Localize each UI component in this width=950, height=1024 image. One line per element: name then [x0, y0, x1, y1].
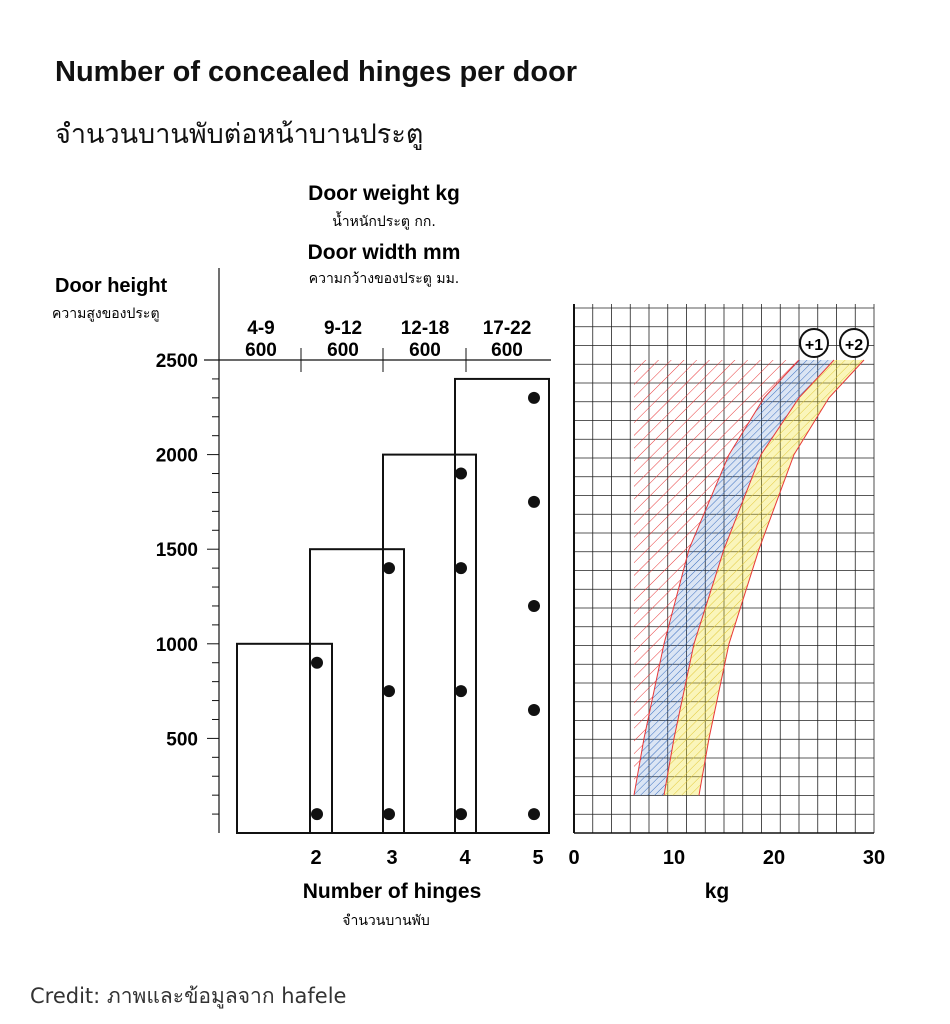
chart-subtitle: จำนวนบานพับต่อหน้าบานประตู — [55, 119, 424, 150]
weight-x-tick-label: 10 — [663, 847, 685, 869]
weight-chart: +1 +2 0 10 20 30 — [568, 304, 885, 869]
door-outline — [309, 548, 405, 834]
column-weight-label: 17-22 — [483, 318, 532, 339]
door-outline — [454, 377, 550, 834]
column-width-label: 600 — [491, 340, 523, 361]
hinge-dot — [528, 808, 540, 821]
weight-x-tick-label: 20 — [763, 847, 785, 869]
hinge-dot — [528, 495, 540, 508]
band-label-circle — [839, 328, 869, 358]
column-width-label: 600 — [327, 340, 359, 361]
base-zone — [634, 360, 799, 796]
x-tick-label: 4 — [459, 847, 471, 869]
door-outline — [236, 642, 333, 834]
plus2-zone — [664, 360, 864, 796]
hinge-dot — [455, 685, 467, 698]
x-axis-label-thai: จำนวนบานพับ — [342, 913, 430, 929]
column-weight-label: 12-18 — [401, 318, 450, 339]
chart-title: Number of concealed hinges per door — [55, 56, 578, 88]
band-label: +1 — [805, 337, 823, 354]
weight-x-tick-label: 0 — [568, 847, 579, 869]
x-tick-label: 5 — [532, 847, 543, 869]
hinge-dot — [311, 656, 323, 669]
hinge-dot — [455, 808, 467, 821]
y-axis-label: Door height — [55, 275, 168, 297]
hinge-dot — [528, 599, 540, 612]
y-tick-label: 2500 — [156, 351, 198, 372]
kg-axis-label: kg — [705, 880, 730, 903]
hinge-dot — [528, 704, 540, 717]
band-label-circle — [799, 328, 829, 358]
hinge-count-chart: 50010001500200025004-96009-1260012-18600… — [156, 268, 551, 869]
credit-text: Credit: ภาพและข้อมูลจาก hafele — [30, 984, 347, 1008]
hinge-dot — [311, 808, 323, 821]
top-label-width: Door width mm — [308, 241, 461, 264]
door-outline — [382, 453, 477, 834]
plus1-zone — [634, 360, 834, 796]
band-boundary-line — [663, 359, 835, 796]
hinge-dot — [455, 467, 467, 480]
hinge-dot — [455, 562, 467, 575]
band-boundary-line — [633, 359, 800, 796]
top-label-weight: Door weight kg — [308, 182, 460, 205]
column-weight-label: 9-12 — [324, 318, 362, 339]
y-axis-label-thai: ความสูงของประตู — [52, 306, 160, 322]
band-group — [633, 359, 865, 796]
band-label: +2 — [845, 337, 863, 354]
y-tick-label: 500 — [166, 729, 198, 750]
column-width-label: 600 — [245, 340, 277, 361]
column-weight-label: 4-9 — [247, 318, 274, 339]
hinge-dot — [383, 562, 395, 575]
y-tick-label: 2000 — [156, 446, 198, 467]
hinge-dot — [528, 391, 540, 404]
weight-x-tick-label: 30 — [863, 847, 885, 869]
top-label-width-thai: ความกว้างของประตู มม. — [309, 271, 460, 287]
hinge-dot — [383, 808, 395, 821]
x-tick-label: 3 — [386, 847, 397, 869]
y-tick-label: 1500 — [156, 540, 198, 561]
x-tick-label: 2 — [310, 847, 321, 869]
column-width-label: 600 — [409, 340, 441, 361]
y-tick-label: 1000 — [156, 635, 198, 656]
band-boundary-line — [698, 359, 865, 796]
x-axis-label: Number of hinges — [303, 880, 482, 903]
top-label-weight-thai: น้ำหนักประตู กก. — [332, 211, 436, 230]
hinge-dot — [383, 685, 395, 698]
